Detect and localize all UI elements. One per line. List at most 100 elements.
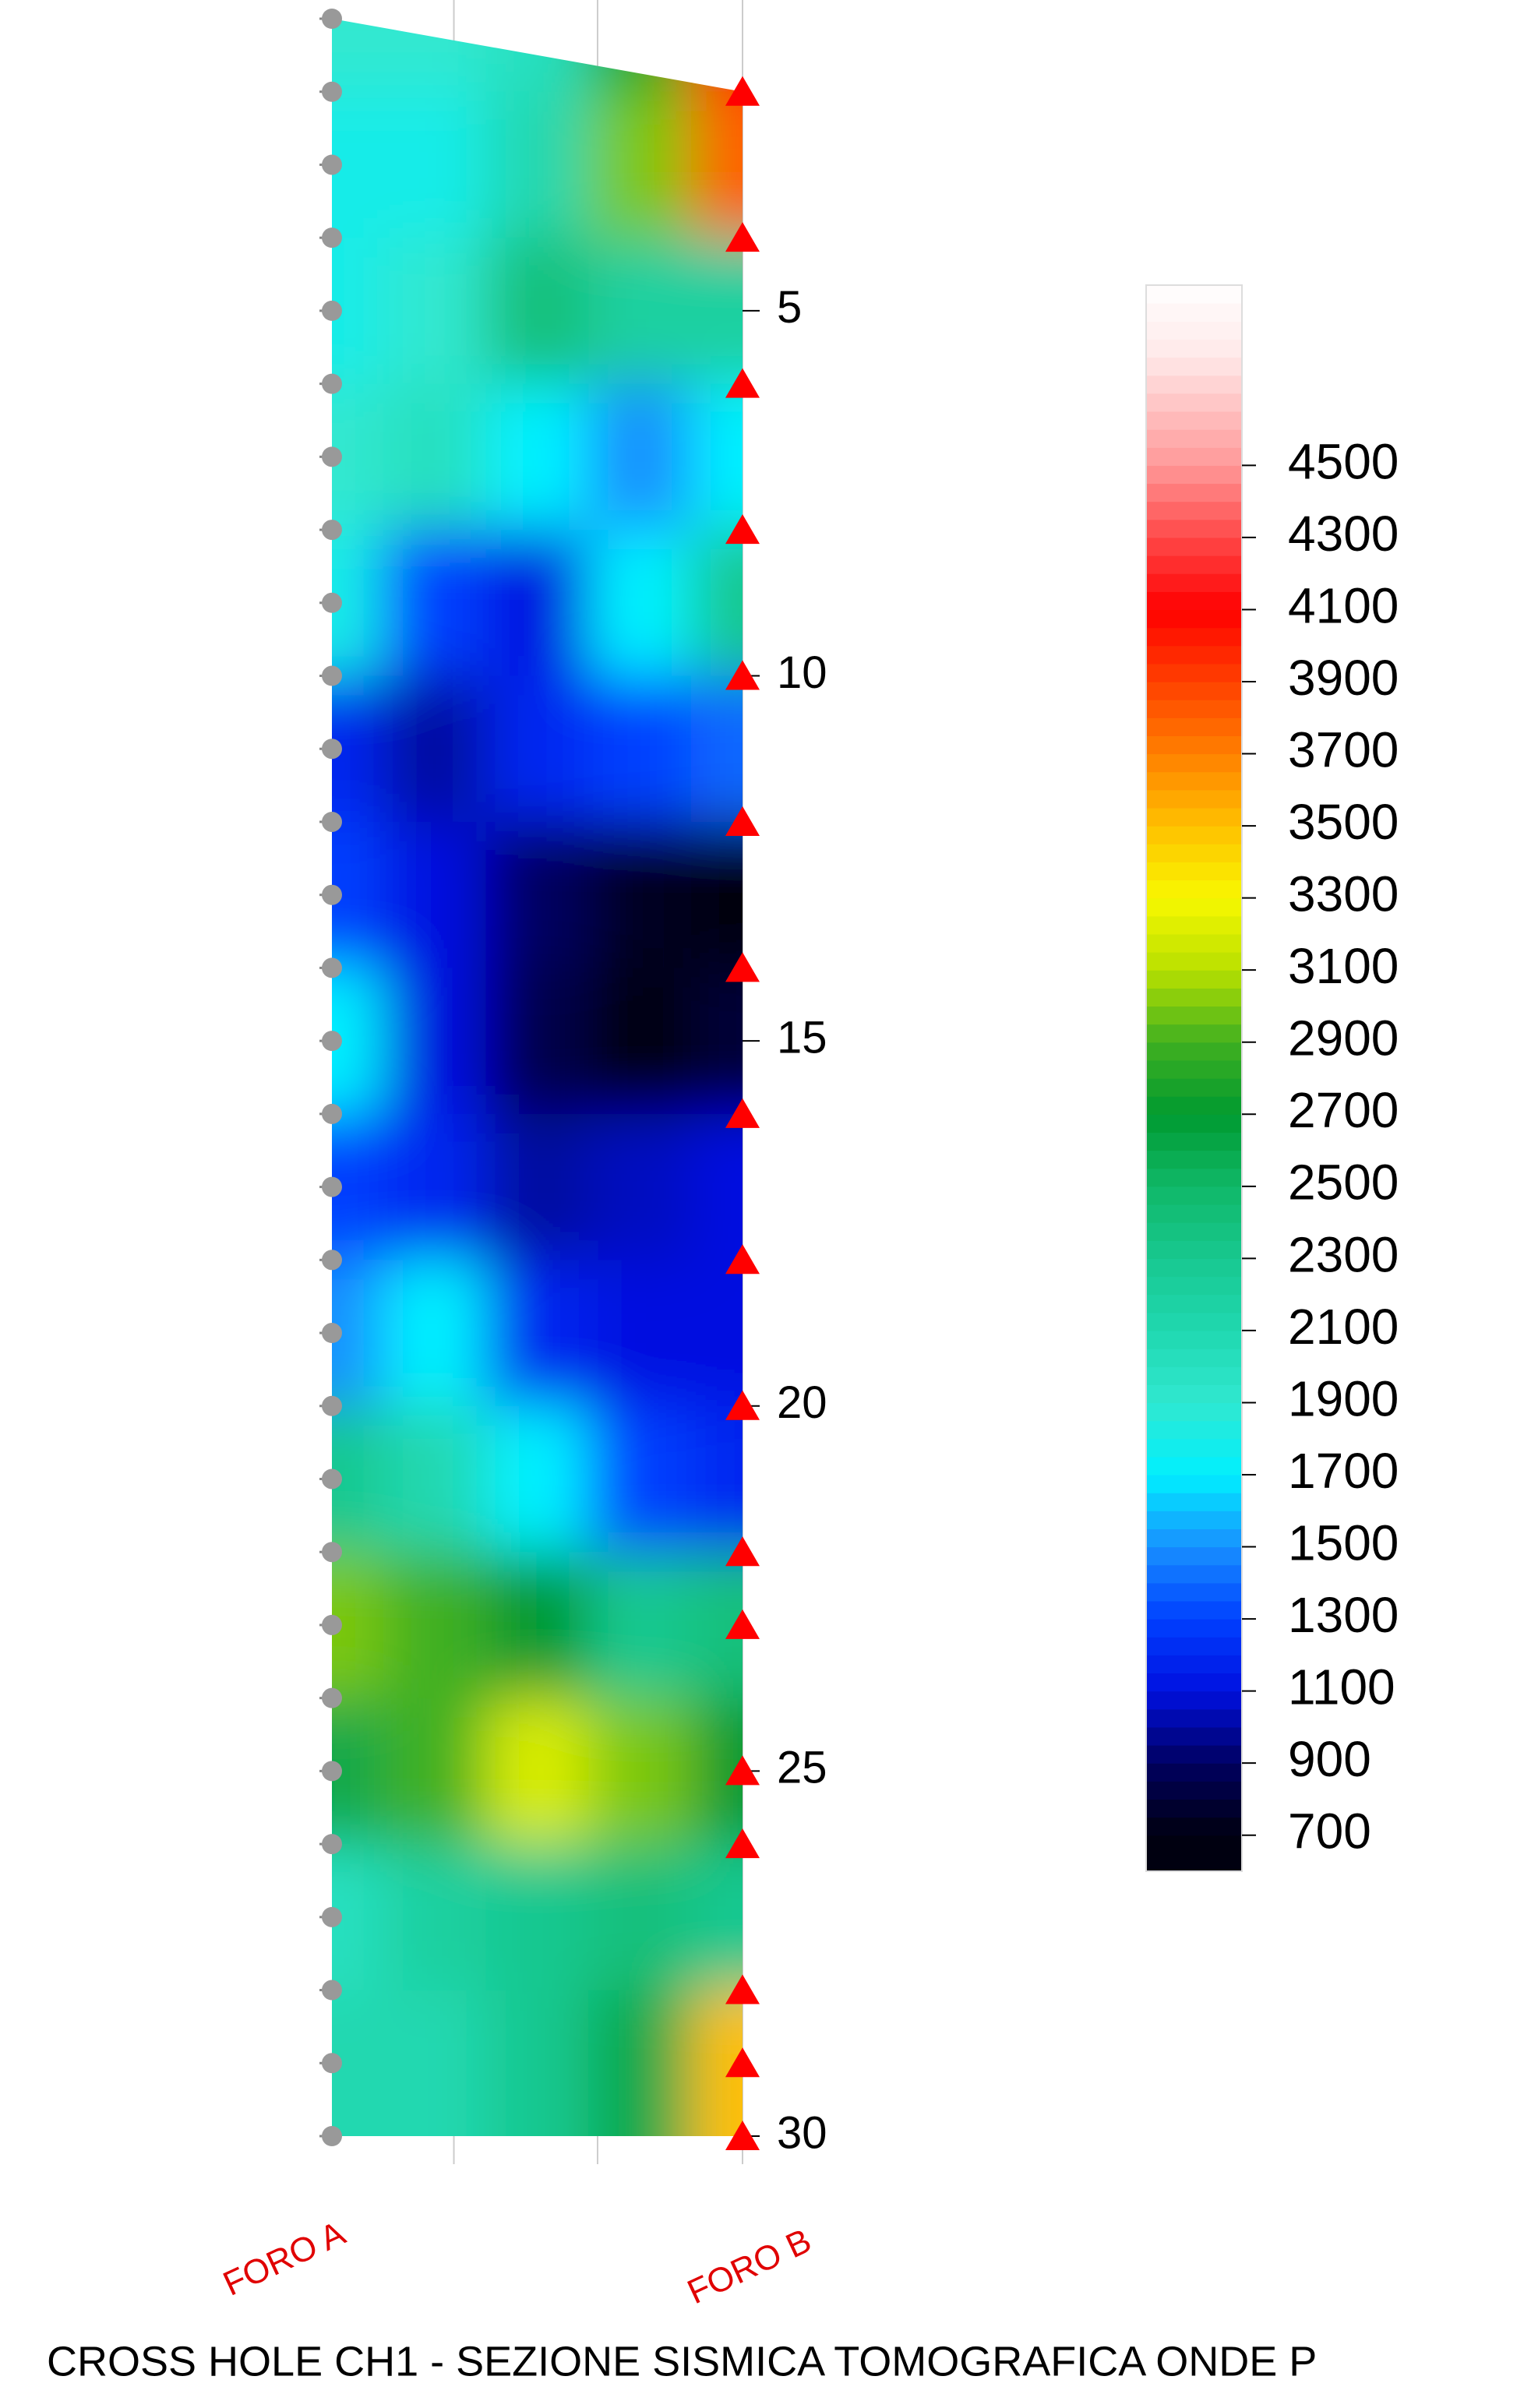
heat-cell: [332, 1260, 383, 1406]
receiver: [725, 1098, 760, 1128]
colorbar-band: [1146, 1511, 1242, 1530]
colorbar-band: [1146, 826, 1242, 844]
heat-cell: [383, 1990, 486, 2136]
colorbar-label: 4100: [1288, 577, 1399, 633]
heat-cell: [485, 238, 589, 384]
colorbar-label: 1700: [1288, 1443, 1399, 1499]
colorbar-band: [1146, 700, 1242, 718]
heat-cell: [485, 19, 589, 92]
colorbar-band: [1146, 1006, 1242, 1025]
y-tick-label: 5: [777, 282, 802, 333]
heat-cell: [383, 968, 486, 1114]
colorbar-band: [1146, 1799, 1242, 1818]
heat-cell: [332, 1405, 383, 1553]
colorbar-band: [1146, 429, 1242, 448]
colorbar-band: [1146, 1835, 1242, 1854]
source: [322, 1176, 342, 1197]
colorbar-label: 2500: [1288, 1155, 1399, 1211]
source: [322, 884, 342, 905]
heat-cell: [588, 821, 692, 968]
colorbar-band: [1146, 1655, 1242, 1674]
colorbar-band: [1146, 663, 1242, 682]
colorbar-band: [1146, 1528, 1242, 1548]
colorbar-band: [1146, 1619, 1242, 1638]
colorbar-band: [1146, 753, 1242, 773]
source: [322, 2053, 342, 2074]
heat-cell: [383, 1844, 486, 1990]
colorbar-band: [1146, 735, 1242, 755]
colorbar-band: [1146, 789, 1242, 809]
colorbar-label: 1300: [1288, 1587, 1399, 1643]
heat-cell: [383, 675, 486, 822]
colorbar-band: [1146, 1745, 1242, 1764]
colorbar-band: [1146, 339, 1242, 358]
colorbar-band: [1146, 970, 1242, 989]
colorbar-band: [1146, 771, 1242, 791]
heat-cell: [332, 1844, 383, 1990]
heat-cell: [332, 1552, 383, 1698]
heat-cell: [332, 968, 383, 1114]
source: [322, 592, 342, 613]
colorbar-band: [1146, 1240, 1242, 1259]
source: [322, 1614, 342, 1635]
heat-cell: [691, 675, 743, 822]
colorbar-band: [1146, 357, 1242, 376]
source: [322, 1980, 342, 2001]
heat-cell: [588, 530, 692, 676]
heat-cell: [588, 1844, 692, 1990]
colorbar-label: 2700: [1288, 1082, 1399, 1138]
source: [322, 81, 342, 102]
heat-cell: [485, 1990, 589, 2136]
source: [322, 1468, 342, 1490]
colorbar-label: 2100: [1288, 1299, 1399, 1355]
heat-cell: [588, 1405, 692, 1553]
colorbar-band: [1146, 1456, 1242, 1475]
heat-cell: [485, 1113, 589, 1260]
source: [322, 227, 342, 249]
y-tick-label: 20: [777, 1377, 827, 1428]
source: [322, 1323, 342, 1344]
heat-cell: [485, 383, 589, 531]
heat-cell: [485, 675, 589, 822]
colorbar-band: [1146, 1024, 1242, 1043]
heat-cell: [332, 821, 383, 968]
colorbar-band: [1146, 807, 1242, 827]
source: [322, 1395, 342, 1416]
colorbar-band: [1146, 1637, 1242, 1655]
heat-cell: [588, 1990, 692, 2136]
colorbar-band: [1146, 609, 1242, 629]
heat-cell: [588, 675, 692, 822]
receiver: [725, 806, 760, 836]
receiver: [725, 660, 760, 690]
colorbar-band: [1146, 1168, 1242, 1187]
heat-cell: [691, 1405, 743, 1553]
colorbar-band: [1146, 1384, 1242, 1404]
y-tick-label: 25: [777, 1743, 827, 1793]
source: [322, 9, 342, 29]
colorbar-label: 900: [1288, 1731, 1371, 1787]
heat-cell: [332, 1698, 383, 1845]
colorbar-band: [1146, 1438, 1242, 1458]
colorbar-label: 3900: [1288, 650, 1399, 706]
source: [322, 520, 342, 541]
colorbar-label: 1500: [1288, 1514, 1399, 1571]
colorbar-label: 3700: [1288, 721, 1399, 777]
heat-cell: [332, 383, 383, 531]
source: [322, 1542, 342, 1563]
receiver: [725, 2121, 760, 2150]
colorbar-band: [1146, 1150, 1242, 1169]
colorbar-band: [1146, 952, 1242, 971]
heat-cell: [485, 1260, 589, 1406]
colorbar-band: [1146, 1186, 1242, 1205]
heat-cell: [588, 238, 692, 384]
colorbar-band: [1146, 1600, 1242, 1620]
y-tick-label: 15: [777, 1012, 827, 1063]
colorbar-label: 2900: [1288, 1010, 1399, 1067]
y-tick-label: 30: [777, 2107, 827, 2158]
heat-cell: [383, 1260, 486, 1406]
heat-cell: [332, 1113, 383, 1260]
colorbar-band: [1146, 897, 1242, 917]
source: [322, 154, 342, 175]
colorbar-band: [1146, 1114, 1242, 1133]
colorbar-band: [1146, 1546, 1242, 1566]
